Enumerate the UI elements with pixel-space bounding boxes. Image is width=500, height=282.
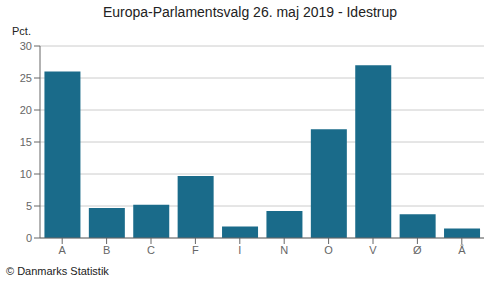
svg-text:N: N (280, 244, 288, 256)
svg-text:0: 0 (26, 232, 32, 244)
svg-text:I: I (238, 244, 241, 256)
svg-text:10: 10 (20, 168, 32, 180)
svg-text:A: A (59, 244, 67, 256)
html-text:Pct.: Pct. (12, 25, 31, 37)
svg-text:Å: Å (458, 244, 466, 256)
svg-text:Ø: Ø (413, 244, 422, 256)
svg-text:F: F (192, 244, 199, 256)
svg-text:O: O (324, 244, 333, 256)
svg-text:25: 25 (20, 72, 32, 84)
html-text:Europa-Parlamentsvalg 26. maj: Europa-Parlamentsvalg 26. maj 2019 - Ide… (102, 4, 398, 20)
svg-text:B: B (103, 244, 110, 256)
svg-text:15: 15 (20, 136, 32, 148)
svg-text:30: 30 (20, 40, 32, 52)
html-text:© Danmarks Statistik: © Danmarks Statistik (6, 265, 109, 277)
svg-text:V: V (369, 244, 377, 256)
svg-text:C: C (147, 244, 155, 256)
svg-text:5: 5 (26, 200, 32, 212)
svg-text:20: 20 (20, 104, 32, 116)
